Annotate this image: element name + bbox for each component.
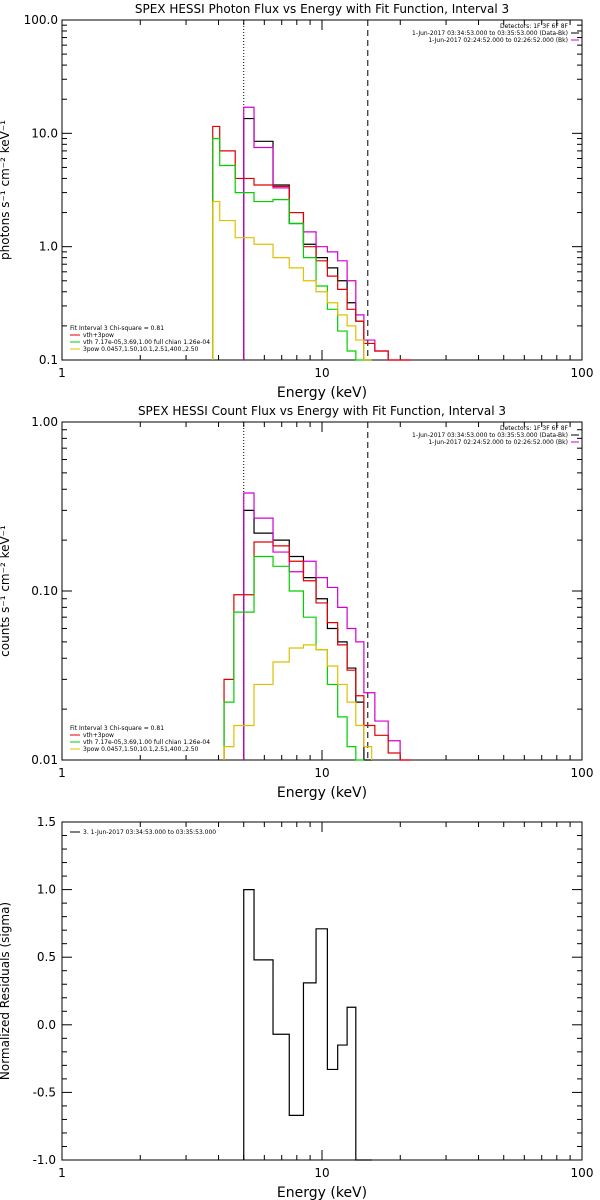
legend-entry: vth+3pow	[83, 732, 114, 739]
x-axis-label: Energy (keV)	[277, 1185, 367, 1200]
series-line-bk	[243, 492, 412, 761]
y-tick-label: 100.0	[24, 13, 58, 27]
series-line-vth	[223, 555, 365, 761]
x-tick-label: 1	[58, 366, 66, 380]
x-ticks	[61, 20, 571, 360]
y-axis-label: Normalized Residuals (sigma)	[0, 902, 12, 1080]
header-text: Detectors: 1F 3F 6F 8F	[500, 425, 569, 432]
header-text: Detectors: 1F 3F 6F 8F	[500, 23, 569, 30]
legend-entry: vth 7.17e-05,3.69,1.00 full chian 1.26e-…	[83, 739, 210, 746]
chart-panel-1: 1 10 100 0.1 1.0 10.0 100.0 SPEX HESSI Photon F…	[0, 2, 593, 401]
y-ticks	[62, 429, 582, 761]
legend-entry: vth 7.17e-05,3.69,1.00 full chian 1.26e-…	[83, 339, 210, 346]
legend-entry: 3pow 0.0457,1.50,10.1,2.51,400.,2.50	[83, 746, 199, 753]
series-line-3pow	[212, 200, 372, 361]
chart-title: SPEX HESSI Count Flux vs Energy with Fit…	[138, 404, 506, 418]
legend-entry: Fit Interval 3 Chi-square = 0.81	[70, 325, 164, 332]
series-line-vth+3pow	[223, 541, 412, 761]
x-tick-label: 100	[571, 1166, 594, 1180]
legend-entry: 3. 1-Jun-2017 03:34:53.000 to 03:35:53.0…	[83, 829, 216, 836]
x-axis-label: Energy (keV)	[277, 385, 367, 401]
header-text: 1-Jun-2017 02:24:52.000 to 02:26:52.000 …	[428, 37, 568, 44]
series-line-bk	[243, 106, 412, 361]
x-tick-label: 100	[571, 766, 594, 780]
chart-title: SPEX HESSI Photon Flux vs Energy with Fi…	[135, 2, 509, 16]
y-tick-label: -1.0	[33, 1153, 56, 1167]
chart-panel-2: 1 10 100 0.01 0.10 1.00 SPEX HESSI Count Flux …	[0, 404, 593, 801]
y-ticks	[62, 24, 582, 361]
x-tick-label: 100	[571, 366, 594, 380]
series-line-data-bk	[243, 509, 372, 761]
x-ticks	[61, 822, 571, 1160]
y-tick-label: -0.5	[33, 1085, 56, 1099]
y-tick-label: 1.0	[37, 883, 56, 897]
legend-entry: Fit Interval 3 Chi-square = 0.81	[70, 725, 164, 732]
y-tick-label: 10.0	[31, 126, 58, 140]
series-line-vth	[212, 137, 372, 361]
series-line-vth+3pow	[212, 125, 412, 361]
y-axis-label: counts s⁻¹ cm⁻² keV⁻¹	[0, 525, 12, 657]
chart-panel-3: 1 10 100 -1.0 -0.5 0.0 0.5 1.0 1.5 Energy (keV) No…	[0, 815, 593, 1200]
y-ticks	[62, 821, 582, 1161]
x-tick-label: 1	[58, 1166, 66, 1180]
y-tick-label: 0.10	[31, 584, 58, 598]
x-tick-label: 10	[314, 366, 329, 380]
x-axis-label: Energy (keV)	[277, 785, 367, 801]
y-tick-label: 1.5	[37, 815, 56, 829]
x-tick-label: 10	[314, 766, 329, 780]
y-tick-label: 0.0	[37, 1018, 56, 1032]
legend-entry: 3pow 0.0457,1.50,10.1,2.51,400.,2.50	[83, 346, 199, 353]
series-line-data-bk	[243, 117, 372, 361]
header-text: 1-Jun-2017 02:24:52.000 to 02:26:52.000 …	[428, 439, 568, 446]
x-ticks	[61, 422, 571, 760]
y-tick-label: 0.5	[37, 950, 56, 964]
x-tick-label: 1	[58, 766, 66, 780]
y-tick-label: 1.00	[31, 415, 58, 429]
y-tick-label: 1.0	[39, 240, 58, 254]
y-tick-label: 0.01	[31, 753, 58, 767]
plot-frame	[61, 19, 583, 361]
plot-frame	[61, 821, 583, 1161]
series-line-residuals	[243, 889, 372, 1161]
series-line-3pow	[223, 644, 373, 760]
header-text: 1-Jun-2017 03:34:53.000 to 03:35:53.000 …	[412, 432, 568, 439]
x-tick-label: 10	[314, 1166, 329, 1180]
y-axis-label: photons s⁻¹ cm⁻² keV⁻¹	[0, 120, 12, 260]
header-text: 1-Jun-2017 03:34:53.000 to 03:35:53.000 …	[412, 30, 568, 37]
legend-entry: vth+3pow	[83, 332, 114, 339]
plot-frame	[61, 421, 583, 761]
y-tick-label: 0.1	[39, 353, 58, 367]
